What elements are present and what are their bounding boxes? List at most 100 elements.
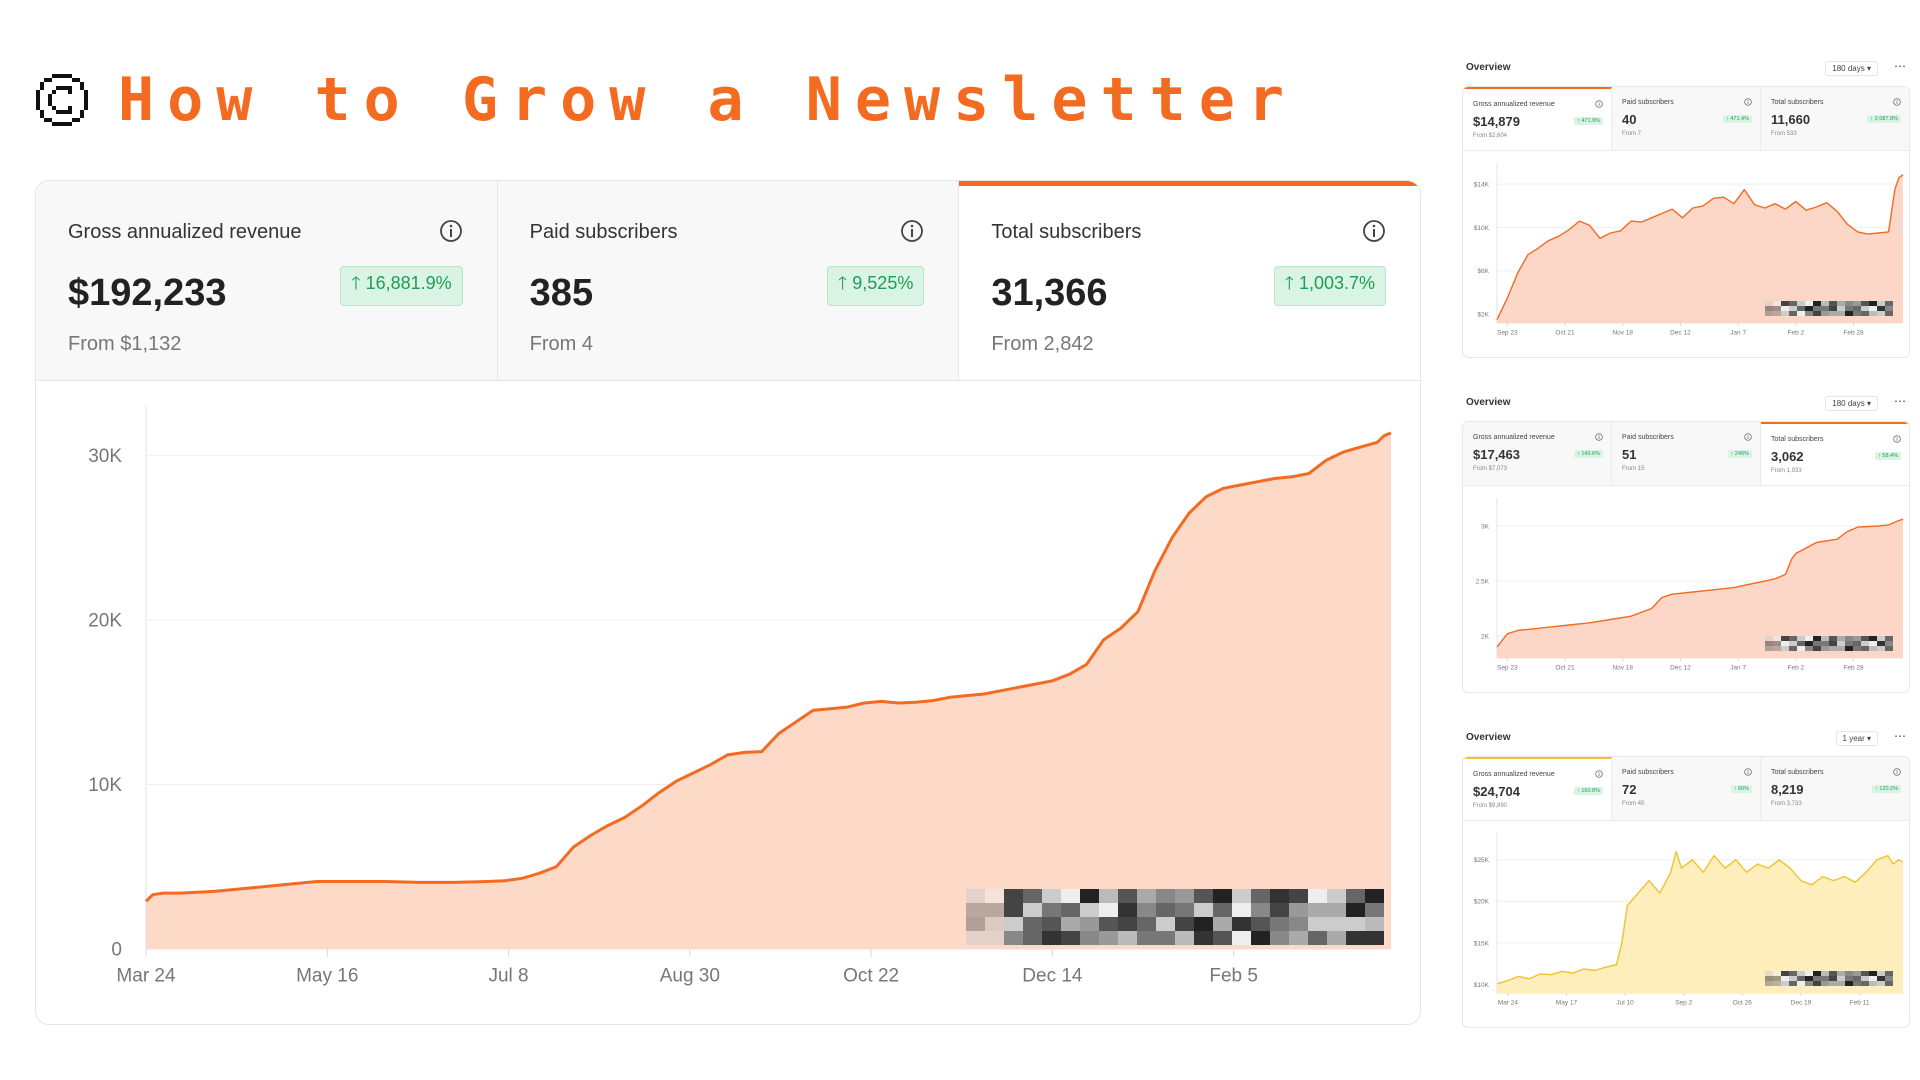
info-icon[interactable] [900, 219, 924, 243]
x-tick-label: Feb 5 [1209, 966, 1258, 987]
date-range-select[interactable]: 1 year ▾ [1835, 731, 1878, 746]
metric-label: Total subscribers [1771, 769, 1824, 776]
metric-tab[interactable]: Total subscribers 3,062 ↑ 58.4% From 1,933 [1761, 422, 1909, 485]
series-line [1496, 850, 1904, 985]
x-tick-label: Oct 21 [1555, 329, 1575, 336]
x-tick-label: Jan 7 [1730, 329, 1746, 336]
chevron-down-icon: ▾ [1866, 734, 1871, 743]
metric-tabs: Gross annualized revenue $17,463 ↑ 149.6% F… [1463, 422, 1909, 486]
metric-tab[interactable]: Paid subscribers 40 ↑ 471.4% From 7 [1612, 87, 1761, 150]
metric-tab[interactable]: Paid subscribers 51 ↑ 240% From 15 [1612, 422, 1761, 485]
metric-value: 3,062 [1771, 449, 1804, 464]
x-tick-label: Dec 14 [1022, 966, 1083, 987]
overview-chart: 2K 2.5K 3K Sep 23 Oct 21 Nov 18 Dec 12 Jan 7 Feb… [1476, 498, 1904, 671]
panel-title: Overview [1466, 732, 1511, 743]
info-icon[interactable] [1595, 770, 1603, 778]
change-badge: ↑ 120.2% [1872, 785, 1901, 793]
x-tick-label: Nov 18 [1612, 664, 1633, 671]
arrow-up-icon: 🡑 [1284, 273, 1299, 293]
metric-from: From 4 [529, 333, 594, 355]
y-tick-label: $14K [1474, 181, 1490, 188]
series-line [1496, 174, 1904, 321]
y-tick-label: 3K [1481, 523, 1490, 530]
metric-value: 40 [1622, 112, 1637, 127]
x-tick-label: Oct 26 [1733, 999, 1753, 1006]
y-tick-label: $10K [1474, 982, 1490, 989]
page-header: How to Grow a Newsletter [36, 60, 1297, 140]
panel-card: Gross annualized revenue $17,463 ↑ 149.6% F… [1462, 421, 1910, 693]
info-icon[interactable] [1595, 100, 1603, 108]
y-tick-label: 2K [1481, 633, 1490, 640]
panel-card: Gross annualized revenue $14,879 ↑ 471.9% F… [1462, 86, 1910, 358]
info-icon[interactable] [1362, 219, 1386, 243]
x-tick-label: Dec 12 [1670, 664, 1691, 671]
more-icon[interactable]: ⋯ [1894, 394, 1906, 408]
panel-header: Overview 180 days ▾ ⋯ [1462, 393, 1912, 415]
y-tick-label: $25K [1474, 857, 1490, 864]
x-tick-label: May 16 [296, 966, 358, 987]
info-icon[interactable] [1744, 98, 1752, 106]
info-icon[interactable] [1595, 433, 1603, 441]
change-badge: ↑ 471.4% [1723, 115, 1752, 123]
y-tick-label: 20K [88, 611, 122, 632]
redacted-watermark [1765, 301, 1893, 316]
metric-total-subscribers[interactable]: Total subscribers 31,366 🡑 1,003.7% From… [959, 181, 1420, 380]
arrow-up-icon: 🡑 [837, 273, 853, 293]
x-tick-label: Jul 8 [488, 966, 528, 987]
info-icon[interactable] [1893, 768, 1901, 776]
metric-label: Total subscribers [1771, 99, 1824, 106]
metric-value: 8,219 [1771, 782, 1804, 797]
chevron-down-icon: ▾ [1866, 64, 1871, 73]
metric-tab[interactable]: Gross annualized revenue $14,879 ↑ 471.9% F… [1463, 87, 1612, 150]
metric-tab[interactable]: Gross annualized revenue $24,704 ↑ 160.8% F… [1463, 757, 1612, 820]
overview-panel: Overview 1 year ▾ ⋯ Gross annualized revenu… [1462, 728, 1912, 1028]
y-tick-label: 10K [88, 775, 122, 796]
metric-tab[interactable]: Paid subscribers 72 ↑ 60% From 45 [1612, 757, 1761, 820]
metric-label: Gross annualized revenue [1473, 434, 1555, 441]
info-icon[interactable] [1893, 98, 1901, 106]
more-icon[interactable]: ⋯ [1894, 59, 1906, 73]
metric-gross-revenue[interactable]: Gross annualized revenue $192,233 🡑 16,8… [36, 181, 498, 380]
page-title: How to Grow a Newsletter [118, 65, 1297, 135]
metric-value: 31,366 [991, 272, 1108, 314]
metric-from: From $1,132 [68, 333, 182, 355]
metric-label: Paid subscribers [1622, 99, 1674, 106]
change-badge: 🡑 16,881.9% [340, 266, 463, 306]
change-badge: ↑ 2,087.8% [1867, 115, 1901, 123]
metric-from: From 533 [1771, 131, 1797, 137]
x-tick-label: Feb 11 [1850, 999, 1870, 1006]
info-icon[interactable] [439, 219, 463, 243]
metric-tabs: Gross annualized revenue $14,879 ↑ 471.9% F… [1463, 87, 1909, 151]
metric-tab[interactable]: Total subscribers 11,660 ↑ 2,087.8% From 53… [1761, 87, 1909, 150]
date-range-select[interactable]: 180 days ▾ [1825, 61, 1878, 76]
y-tick-label: 2.5K [1476, 578, 1490, 585]
metric-tab[interactable]: Gross annualized revenue $17,463 ↑ 149.6% F… [1463, 422, 1612, 485]
info-icon[interactable] [1893, 435, 1901, 443]
metric-label: Gross annualized revenue [1473, 771, 1555, 778]
metric-from: From 2,842 [991, 333, 1094, 355]
metric-from: From 3,733 [1771, 801, 1802, 807]
change-badge: ↑ 149.6% [1574, 450, 1603, 458]
x-tick-label: Oct 22 [843, 966, 899, 987]
metric-from: From $9,890 [1473, 803, 1508, 809]
overview-chart: $10K $15K $20K $25K Mar 24 May 17 Jul 10 Sep 2 O… [1474, 833, 1904, 1006]
change-badge: 🡑 1,003.7% [1273, 266, 1387, 306]
metric-tab[interactable]: Total subscribers 8,219 ↑ 120.2% From 3,733 [1761, 757, 1909, 820]
y-tick-label: $6K [1477, 268, 1489, 275]
more-icon[interactable]: ⋯ [1894, 729, 1906, 743]
metric-tabs: Gross annualized revenue $192,233 🡑 16,8… [36, 181, 1420, 381]
chevron-down-icon: ▾ [1866, 399, 1871, 408]
series-area [1497, 519, 1903, 658]
change-badge: ↑ 160.8% [1574, 787, 1603, 795]
x-tick-label: Mar 24 [116, 966, 176, 987]
metric-tabs: Gross annualized revenue $24,704 ↑ 160.8% F… [1463, 757, 1909, 821]
arrow-up-icon: 🡑 [351, 273, 366, 293]
metric-from: From $7,073 [1473, 466, 1508, 472]
info-icon[interactable] [1744, 433, 1752, 441]
redacted-watermark [966, 889, 1384, 945]
date-range-select[interactable]: 180 days ▾ [1825, 396, 1878, 411]
metric-label: Paid subscribers [1622, 434, 1674, 441]
info-icon[interactable] [1744, 768, 1752, 776]
metric-value: 72 [1622, 782, 1637, 797]
metric-paid-subscribers[interactable]: Paid subscribers 385 🡑 9,525% From 4 [497, 181, 960, 380]
